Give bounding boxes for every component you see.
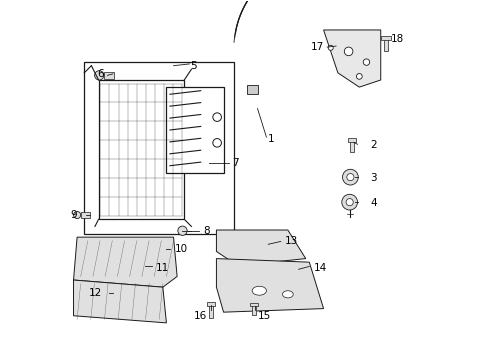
Text: 9: 9 [71, 210, 77, 220]
Ellipse shape [252, 286, 267, 295]
Bar [209, 303, 213, 318]
Bar [247, 85, 258, 94]
Polygon shape [217, 258, 323, 312]
Bar [249, 302, 258, 306]
Circle shape [344, 47, 353, 56]
Bar [348, 138, 356, 142]
Text: 17: 17 [310, 42, 323, 52]
Circle shape [343, 169, 358, 185]
Circle shape [162, 244, 171, 253]
Circle shape [74, 211, 81, 219]
Circle shape [363, 59, 369, 65]
Polygon shape [74, 280, 167, 323]
Text: 18: 18 [391, 34, 404, 44]
Text: 8: 8 [203, 226, 209, 236]
Circle shape [178, 226, 187, 235]
Text: 14: 14 [314, 262, 327, 273]
Polygon shape [235, 0, 342, 38]
Bar [381, 36, 391, 40]
Bar [81, 212, 90, 218]
Text: 13: 13 [285, 237, 298, 247]
Bar [207, 302, 215, 306]
Polygon shape [74, 237, 177, 287]
Bar [167, 87, 223, 173]
Circle shape [356, 73, 362, 79]
Text: 15: 15 [258, 311, 271, 321]
Text: 4: 4 [370, 198, 377, 208]
Bar [384, 37, 388, 51]
Bar [104, 72, 114, 79]
Circle shape [328, 45, 333, 50]
Text: 11: 11 [156, 262, 169, 273]
Circle shape [95, 71, 104, 80]
Bar [252, 304, 256, 315]
Bar [98, 80, 184, 219]
Bar [350, 139, 354, 152]
Circle shape [342, 194, 358, 210]
Text: 16: 16 [194, 311, 207, 321]
Text: 2: 2 [370, 140, 377, 150]
Text: 12: 12 [89, 288, 102, 297]
Text: 3: 3 [370, 173, 377, 183]
Circle shape [346, 199, 353, 206]
Polygon shape [323, 30, 381, 87]
Polygon shape [217, 230, 306, 266]
Bar [84, 62, 234, 234]
Text: 10: 10 [174, 244, 188, 253]
Text: 5: 5 [190, 62, 196, 71]
Text: 6: 6 [98, 69, 104, 79]
Ellipse shape [283, 291, 293, 298]
Text: 1: 1 [268, 134, 275, 144]
Text: 7: 7 [232, 158, 239, 168]
Circle shape [347, 174, 354, 181]
